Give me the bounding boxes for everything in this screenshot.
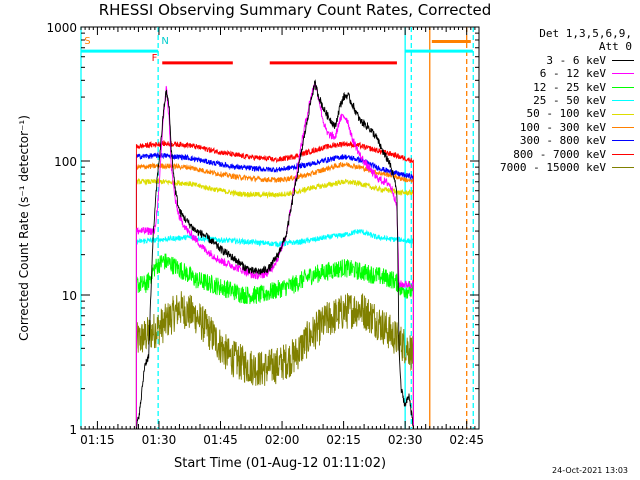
legend-label-7: 800 - 7000 keV <box>513 147 606 161</box>
legend-item-0: 3 - 6 keV <box>464 54 634 67</box>
series-lines <box>135 79 414 430</box>
series-line-3 <box>135 228 414 429</box>
y-tick-label-0: 1 <box>69 423 77 437</box>
legend-label-1: 6 - 12 keV <box>539 67 606 81</box>
legend-label-3: 25 - 50 keV <box>533 94 606 108</box>
legend-label-6: 300 - 800 keV <box>519 134 606 148</box>
legend-label-8: 7000 - 15000 keV <box>500 161 606 175</box>
legend: Det 1,3,5,6,9, Att 0 3 - 6 keV 6 - 12 keV… <box>464 27 634 174</box>
generation-timestamp: 24-Oct-2021 13:03 <box>552 466 628 475</box>
legend-label-2: 12 - 25 keV <box>533 80 606 94</box>
series-line-8 <box>135 291 414 429</box>
x-tick-label-3: 02:00 <box>265 433 300 447</box>
y-tick-label-2: 100 <box>54 155 77 169</box>
x-tick-label-4: 02:15 <box>326 433 361 447</box>
chart-title: RHESSI Observing Summary Count Rates, Co… <box>98 1 492 19</box>
x-tick-label-5: 02:30 <box>388 433 423 447</box>
legend-item-7: 800 - 7000 keV <box>464 148 634 161</box>
flag-label-n: N <box>161 36 168 47</box>
series-line-2 <box>135 253 414 429</box>
x-tick-label-0: 01:15 <box>80 433 115 447</box>
axis-ticks: 01:15 01:30 01:45 02:00 02:15 02:30 02:45 1 10 10… <box>46 21 484 447</box>
legend-label-4: 50 - 100 keV <box>526 107 606 121</box>
legend-swatch-8 <box>612 167 634 169</box>
legend-swatch-6 <box>612 140 634 142</box>
legend-swatch-7 <box>612 153 634 155</box>
legend-swatch-0 <box>612 60 634 62</box>
y-axis-label: Corrected Count Rate (s⁻¹ detector⁻¹) <box>17 115 31 341</box>
series-line-6 <box>135 151 414 429</box>
y-tick-label-1: 10 <box>62 289 77 303</box>
x-axis-label: Start Time (01-Aug-12 01:11:02) <box>174 456 386 471</box>
legend-item-4: 50 - 100 keV <box>464 107 634 120</box>
legend-swatch-3 <box>612 100 634 102</box>
series-line-4 <box>135 177 414 429</box>
flag-label-s: S <box>84 36 90 47</box>
legend-item-6: 300 - 800 keV <box>464 134 634 147</box>
legend-swatch-4 <box>612 113 634 115</box>
x-tick-label-6: 02:45 <box>449 433 484 447</box>
x-tick-label-2: 01:45 <box>203 433 238 447</box>
legend-item-5: 100 - 300 keV <box>464 121 634 134</box>
legend-rows: 3 - 6 keV 6 - 12 keV 12 - 25 keV 25 - 50 ke… <box>464 54 634 175</box>
series-line-0 <box>135 79 414 430</box>
legend-label-5: 100 - 300 keV <box>519 120 606 134</box>
y-tick-label-3: 1000 <box>46 21 77 35</box>
series-line-5 <box>135 161 414 429</box>
legend-header-line-1: Det 1,3,5,6,9, <box>539 27 632 40</box>
plot-frame <box>80 26 480 430</box>
legend-item-1: 6 - 12 keV <box>464 67 634 80</box>
flag-label-f: F <box>152 53 158 64</box>
legend-label-0: 3 - 6 keV <box>546 53 606 67</box>
legend-header-line-2: Att 0 <box>598 40 632 54</box>
series-line-7 <box>135 140 414 429</box>
legend-swatch-1 <box>612 73 634 75</box>
legend-item-3: 25 - 50 keV <box>464 94 634 107</box>
legend-item-2: 12 - 25 keV <box>464 81 634 94</box>
x-tick-label-1: 01:30 <box>142 433 177 447</box>
series-line-1 <box>135 82 414 429</box>
legend-item-8: 7000 - 15000 keV <box>464 161 634 174</box>
legend-swatch-2 <box>612 86 634 88</box>
legend-swatch-5 <box>612 127 634 129</box>
